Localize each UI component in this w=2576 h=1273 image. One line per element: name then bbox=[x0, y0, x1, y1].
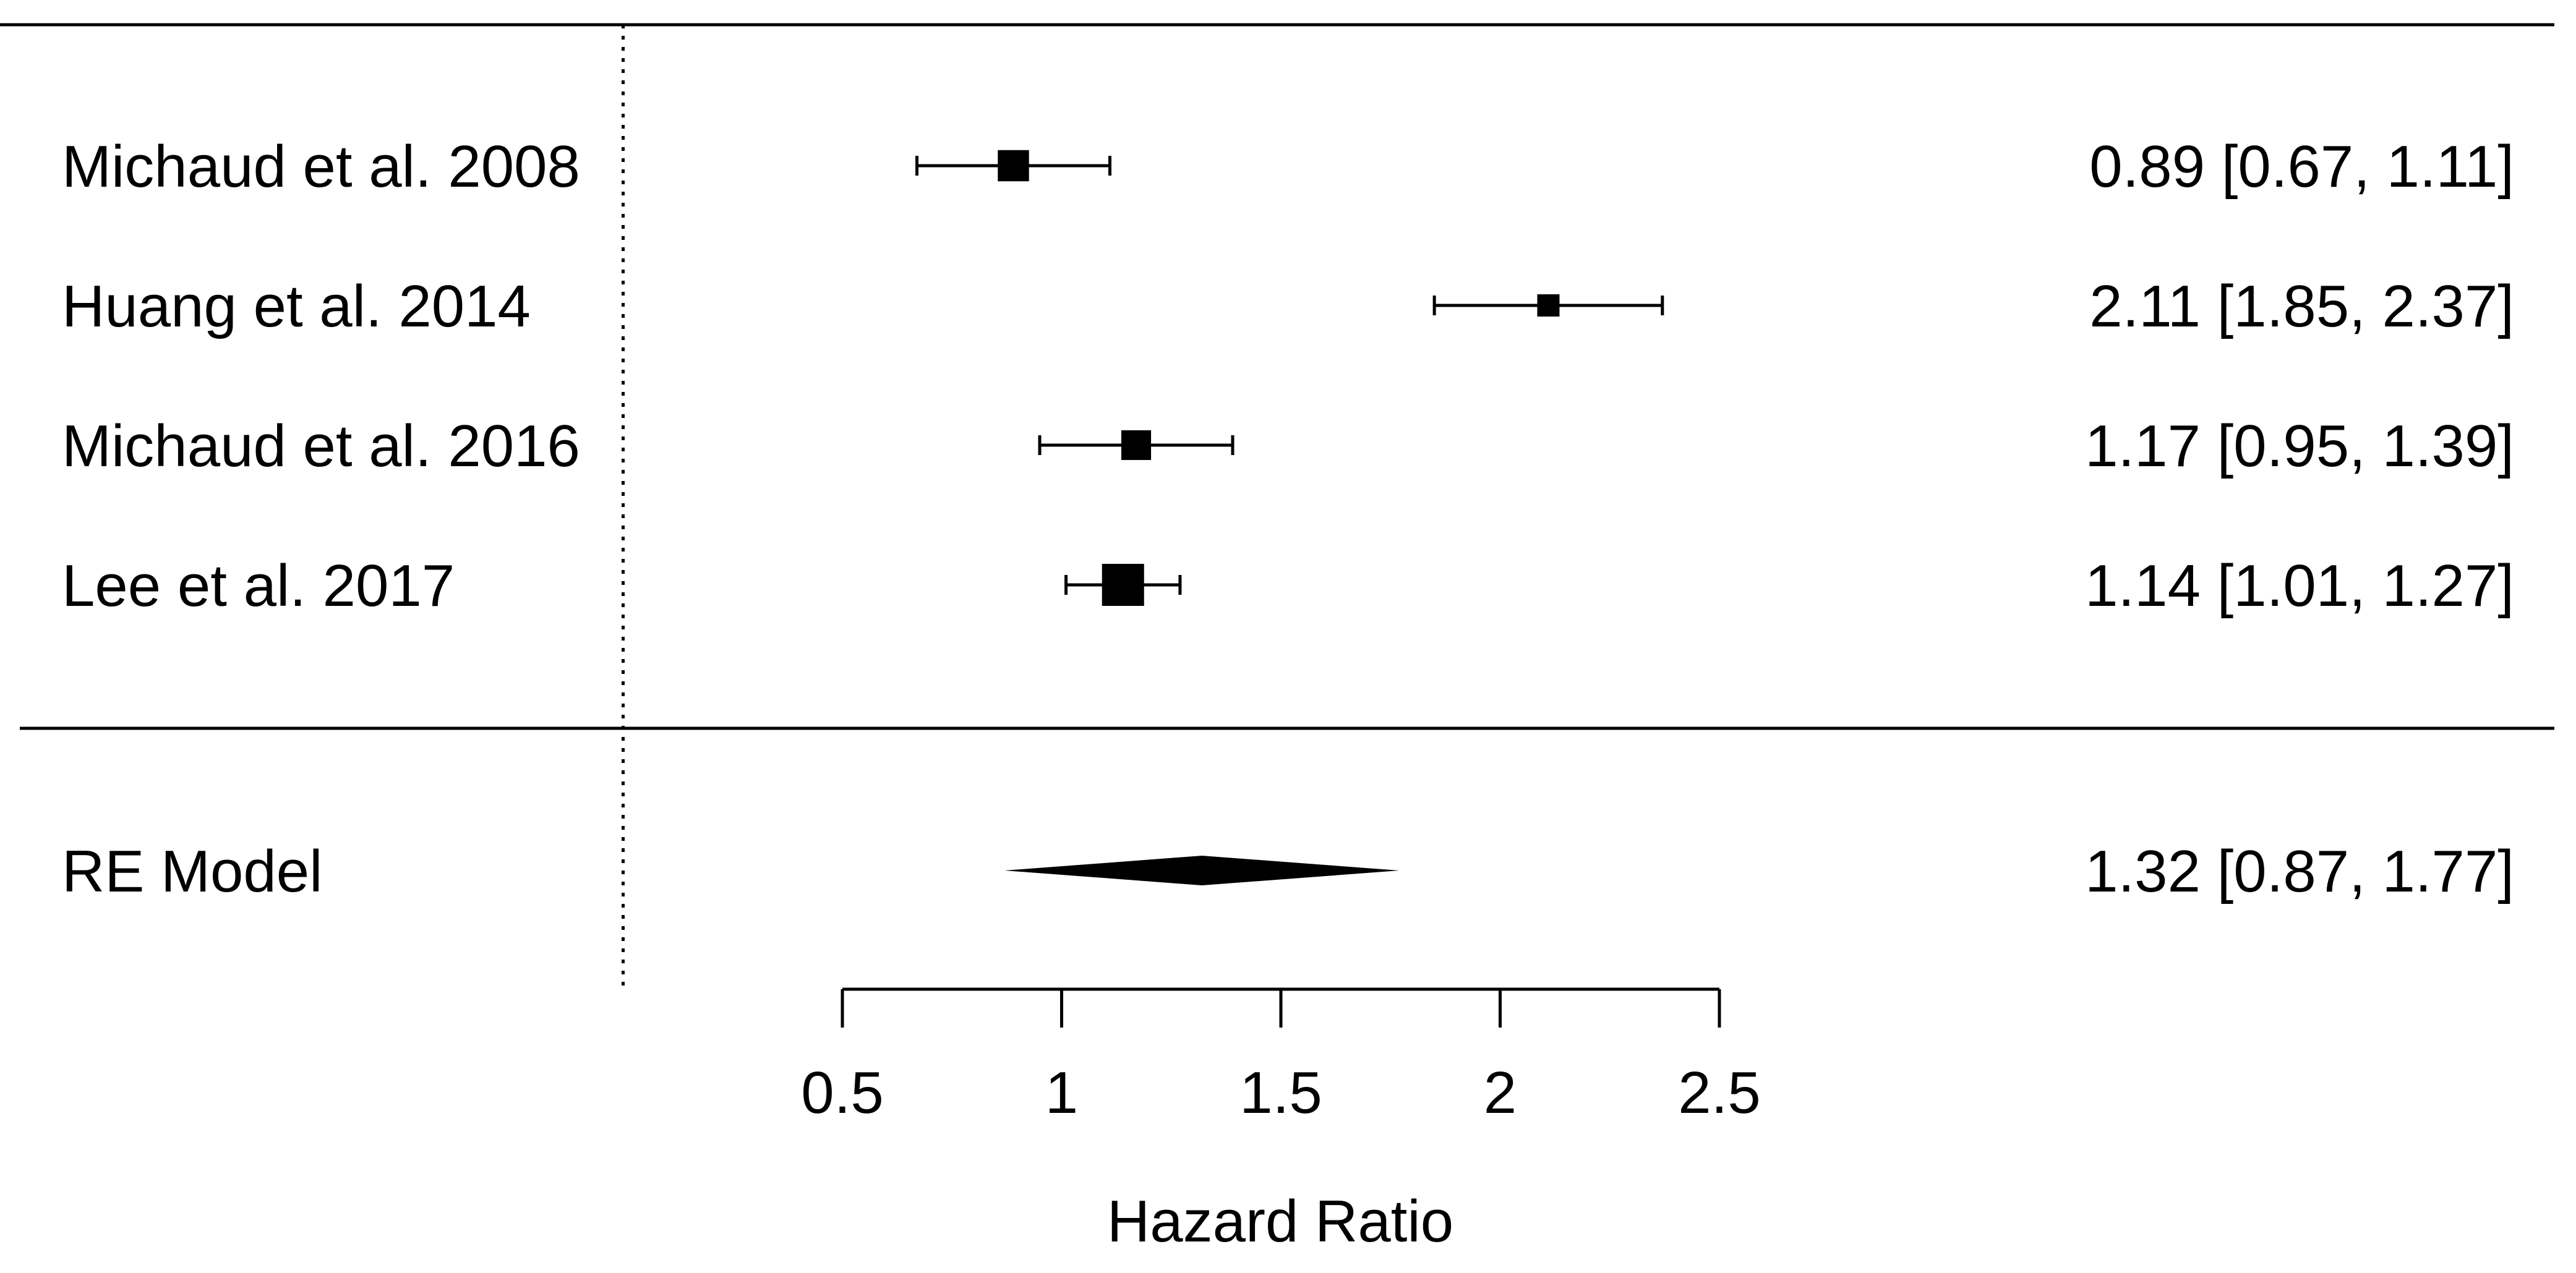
study-row: Lee et al. 2017 1.14 [1.01, 1.27] bbox=[62, 553, 2514, 619]
study-row: Michaud et al. 2008 0.89 [0.67, 1.11] bbox=[62, 134, 2514, 200]
estimate-label: 1.14 [1.01, 1.27] bbox=[2085, 553, 2514, 619]
point-estimate bbox=[1102, 564, 1144, 606]
estimate-label: 0.89 [0.67, 1.11] bbox=[2089, 134, 2514, 200]
study-row: Huang et al. 2014 2.11 [1.85, 2.37] bbox=[62, 273, 2514, 339]
x-axis-title: Hazard Ratio bbox=[1107, 1188, 1453, 1254]
x-axis: 0.5 1 1.5 2 2.5 bbox=[801, 987, 1761, 1126]
x-tick-label: 2 bbox=[1484, 1060, 1517, 1126]
study-label: Michaud et al. 2008 bbox=[62, 134, 580, 200]
x-tick-label: 0.5 bbox=[801, 1060, 883, 1126]
summary-diamond bbox=[1004, 856, 1400, 885]
study-label: Huang et al. 2014 bbox=[62, 273, 531, 339]
study-rows: Michaud et al. 2008 0.89 [0.67, 1.11] Huan… bbox=[62, 134, 2514, 619]
estimate-label: 1.17 [0.95, 1.39] bbox=[2085, 413, 2514, 479]
estimate-label: 2.11 [1.85, 2.37] bbox=[2089, 273, 2514, 339]
study-label: Michaud et al. 2016 bbox=[62, 413, 580, 479]
summary-row: RE Model 1.32 [0.87, 1.77] bbox=[62, 838, 2514, 905]
study-label: Lee et al. 2017 bbox=[62, 553, 455, 619]
point-estimate bbox=[1537, 294, 1560, 317]
x-tick-label: 2.5 bbox=[1678, 1060, 1760, 1126]
x-tick-label: 1.5 bbox=[1239, 1060, 1322, 1126]
x-tick-label: 1 bbox=[1045, 1060, 1078, 1126]
study-row: Michaud et al. 2016 1.17 [0.95, 1.39] bbox=[62, 413, 2514, 479]
point-estimate bbox=[998, 150, 1029, 182]
summary-estimate-label: 1.32 [0.87, 1.77] bbox=[2085, 838, 2514, 905]
summary-label: RE Model bbox=[62, 838, 323, 905]
point-estimate bbox=[1121, 430, 1152, 461]
